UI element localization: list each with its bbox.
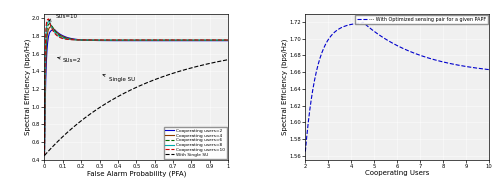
Text: SUs=2: SUs=2 — [57, 57, 82, 63]
Line: Cooperating users=10: Cooperating users=10 — [44, 19, 228, 155]
Cooperating users=6 — [51, 29, 57, 31]
--- With Optimized sensing pair for a given PAPF — [486, 68, 492, 71]
Legend: Cooperating users=2, Cooperating users=4, Cooperating users=6, Cooperating users: Cooperating users=2, Cooperating users=4… — [164, 127, 227, 159]
Cooperating users=2 — [186, 40, 192, 42]
Cooperating users=2 — [220, 40, 226, 42]
With Single SU — [220, 59, 226, 62]
Cooperating users=2 — [126, 40, 132, 42]
Cooperating users=8 — [131, 39, 137, 41]
Cooperating users=10 — [46, 18, 52, 20]
Cooperating users=10 — [131, 39, 137, 41]
With Single SU — [51, 144, 57, 147]
Cooperating users=6 — [131, 39, 137, 41]
Cooperating users=8 — [225, 39, 231, 41]
Cooperating users=2 — [51, 29, 57, 31]
Cooperating users=4 — [49, 25, 55, 28]
Cooperating users=8 — [126, 39, 132, 41]
--- With Optimized sensing pair for a given PAPF — [482, 68, 488, 70]
Cooperating users=8 — [46, 20, 52, 23]
Cooperating users=2 — [41, 154, 47, 157]
--- With Optimized sensing pair for a given PAPF — [302, 150, 308, 153]
--- With Optimized sensing pair for a given PAPF — [402, 48, 408, 51]
Cooperating users=8 — [51, 30, 57, 32]
Cooperating users=6 — [41, 154, 47, 157]
With Single SU — [225, 58, 231, 61]
Cooperating users=6 — [186, 39, 192, 41]
Cooperating users=10 — [225, 39, 231, 41]
Cooperating users=10 — [41, 154, 47, 157]
With Single SU — [131, 87, 137, 90]
Line: --- With Optimized sensing pair for a given PAPF: --- With Optimized sensing pair for a gi… — [305, 22, 489, 152]
Line: With Single SU: With Single SU — [44, 60, 228, 155]
Y-axis label: Spectral Efficiency (bps/Hz): Spectral Efficiency (bps/Hz) — [282, 39, 288, 135]
Y-axis label: Spectral Efficiency (bps/Hz): Spectral Efficiency (bps/Hz) — [24, 39, 31, 135]
Cooperating users=4 — [220, 39, 226, 42]
--- With Optimized sensing pair for a given PAPF — [360, 21, 366, 23]
With Single SU — [41, 154, 47, 157]
Line: Cooperating users=2: Cooperating users=2 — [44, 30, 228, 155]
--- With Optimized sensing pair for a given PAPF — [453, 64, 459, 66]
Cooperating users=8 — [220, 39, 226, 41]
Cooperating users=10 — [220, 39, 226, 41]
Cooperating users=2 — [220, 40, 226, 42]
Cooperating users=4 — [51, 28, 57, 30]
--- With Optimized sensing pair for a given PAPF — [390, 42, 396, 44]
Cooperating users=6 — [225, 39, 231, 41]
Cooperating users=10 — [126, 39, 132, 41]
--- With Optimized sensing pair for a given PAPF — [391, 43, 397, 45]
Line: Cooperating users=4: Cooperating users=4 — [44, 27, 228, 155]
With Single SU — [186, 67, 192, 70]
Legend: --- With Optimized sensing pair for a given PAPF: --- With Optimized sensing pair for a gi… — [355, 15, 488, 24]
X-axis label: False Alarm Probability (PFA): False Alarm Probability (PFA) — [86, 170, 186, 177]
Cooperating users=10 — [186, 39, 192, 41]
Cooperating users=2 — [51, 28, 57, 31]
Cooperating users=6 — [220, 39, 226, 41]
Cooperating users=4 — [126, 39, 132, 42]
X-axis label: Cooperating Users: Cooperating Users — [365, 170, 429, 176]
--- With Optimized sensing pair for a given PAPF — [412, 52, 418, 55]
Cooperating users=8 — [220, 39, 226, 41]
Cooperating users=6 — [126, 39, 132, 41]
Cooperating users=6 — [220, 39, 226, 41]
Cooperating users=8 — [41, 154, 47, 157]
Cooperating users=10 — [220, 39, 226, 41]
Line: Cooperating users=8: Cooperating users=8 — [44, 21, 228, 155]
Cooperating users=4 — [225, 39, 231, 42]
Cooperating users=4 — [186, 39, 192, 42]
Cooperating users=2 — [131, 40, 137, 42]
With Single SU — [220, 59, 226, 62]
Text: Single SU: Single SU — [103, 74, 135, 82]
Cooperating users=2 — [225, 40, 231, 42]
Cooperating users=4 — [131, 39, 137, 42]
Line: Cooperating users=6: Cooperating users=6 — [44, 23, 228, 155]
Cooperating users=6 — [47, 22, 53, 25]
Cooperating users=10 — [51, 31, 57, 33]
Text: SUs=10: SUs=10 — [49, 14, 78, 21]
Cooperating users=8 — [186, 39, 192, 41]
Cooperating users=4 — [41, 154, 47, 157]
Cooperating users=4 — [220, 39, 226, 42]
With Single SU — [126, 90, 132, 92]
